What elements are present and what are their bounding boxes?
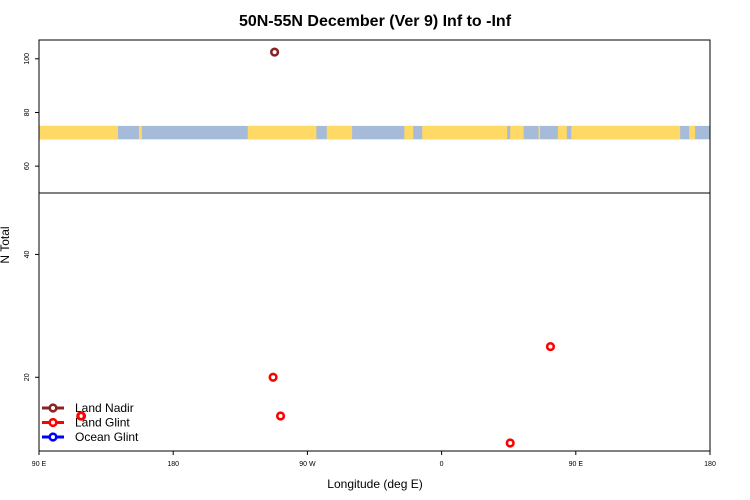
legend-label: Ocean Glint (75, 430, 139, 444)
land-segment (557, 125, 567, 140)
y-axis: 20 40 60 80 100 (24, 53, 39, 381)
land-nadir-point (269, 47, 280, 57)
land-mask-band (39, 125, 710, 140)
land-segment (571, 125, 681, 140)
x-tick-label: 90 E (32, 461, 47, 468)
land-glint-point (505, 438, 515, 448)
land-segment (138, 125, 142, 140)
land-glint-point (275, 411, 286, 421)
y-tick-label: 40 (24, 250, 31, 258)
land-segment (689, 125, 696, 140)
y-tick-label: 100 (24, 53, 31, 65)
legend-swatch-marker (48, 403, 58, 413)
x-tick-label: 180 (167, 461, 179, 468)
land-segment (247, 125, 317, 140)
legend-label: Land Nadir (75, 401, 134, 415)
land-glint-point (545, 341, 556, 352)
land-segment (326, 125, 353, 140)
y-tick-label: 80 (24, 108, 31, 116)
y-axis-label: N Total (0, 226, 12, 263)
chart-title: 50N-55N December (Ver 9) Inf to -Inf (239, 13, 512, 30)
land-segment (510, 125, 524, 140)
x-tick-label: 0 (440, 461, 444, 468)
plot-frame (38, 39, 711, 452)
legend-swatch-marker (48, 417, 58, 428)
x-tick-label: 180 (704, 461, 716, 468)
y-tick-label: 60 (24, 162, 31, 170)
x-axis: 90 E 180 90 W 0 90 E 180 (32, 451, 716, 468)
data-points (76, 47, 556, 448)
land-glint-point (76, 411, 87, 421)
ocean-band (39, 125, 710, 140)
land-segment (39, 125, 119, 140)
legend-swatch-marker (48, 432, 58, 442)
land-glint-point (268, 372, 278, 382)
land-segment (404, 125, 414, 140)
legend-label: Land Glint (75, 416, 130, 430)
land-segment (538, 125, 541, 140)
x-tick-label: 90 E (569, 461, 584, 468)
x-axis-label: Longitude (deg E) (327, 477, 422, 491)
land-segment (422, 125, 508, 140)
y-tick-label: 20 (24, 373, 31, 381)
x-tick-label: 90 W (299, 461, 316, 468)
